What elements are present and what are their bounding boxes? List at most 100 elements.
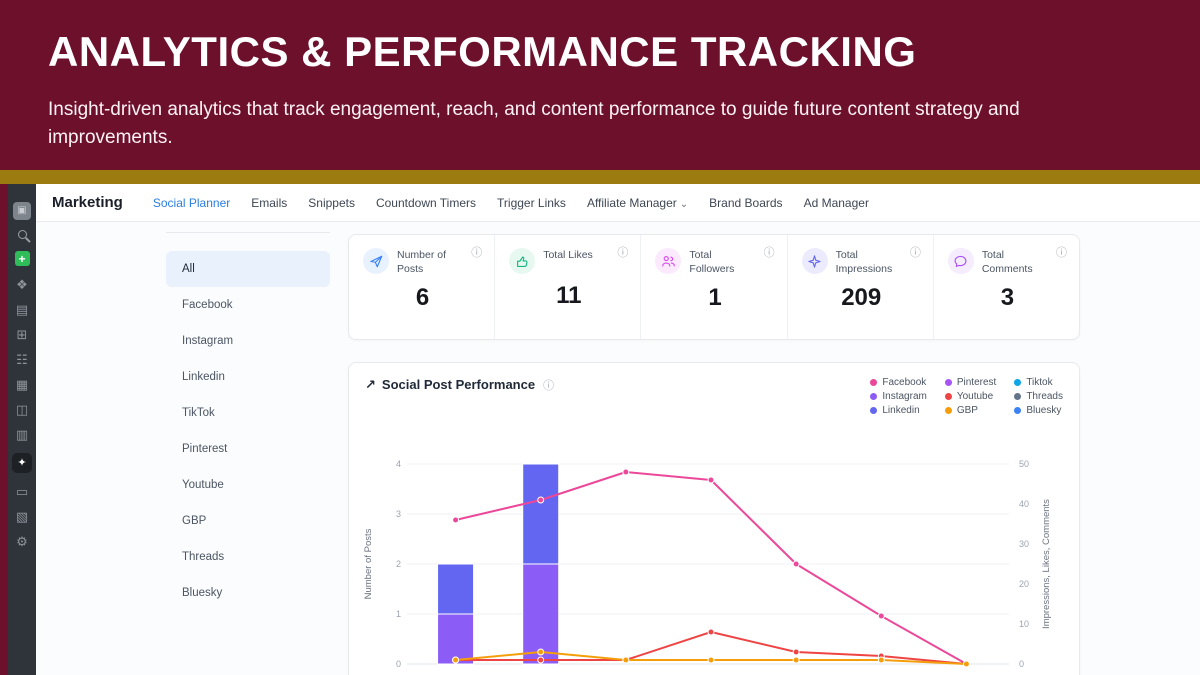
legend-label: Linkedin [882,405,920,416]
channel-item-threads[interactable]: Threads [166,539,330,575]
channel-label: Threads [182,551,225,563]
legend-dot [870,379,878,386]
chart-card: ↗ Social Post Performance ⓘ Facebook Inst… [348,362,1080,675]
channel-label: Instagram [182,335,234,347]
channel-label: Pinterest [182,443,228,455]
legend-label: Bluesky [1026,405,1062,416]
paper-plane-icon [363,248,389,274]
tab-affiliate-manager[interactable]: Affiliate Manager ⌄ [586,195,689,210]
svg-text:0: 0 [396,659,401,669]
chart-header: ↗ Social Post Performance ⓘ Facebook Inst… [349,363,1079,416]
sparkles-icon [801,248,828,274]
accent-divider-bar [0,170,1200,184]
apps-icon[interactable]: ▤ [15,302,29,317]
legend-item-gbp[interactable]: GBP [944,405,996,416]
svg-text:0: 0 [1019,659,1024,669]
legend-item-youtube[interactable]: Youtube [944,391,996,402]
legend-label: Pinterest [956,377,997,388]
conversations-icon[interactable]: ❖ [16,277,28,292]
info-icon[interactable]: ⓘ [909,247,921,259]
sites-icon[interactable]: ▭ [15,484,29,499]
channel-item-gbp[interactable]: GBP [166,503,330,539]
svg-text:30: 30 [1019,539,1029,549]
legend-item-pinterest[interactable]: Pinterest [944,377,997,388]
reporting-icon[interactable]: ▧ [15,509,29,524]
svg-text:20: 20 [1019,579,1029,589]
legend-item-threads[interactable]: Threads [1014,391,1063,402]
stat-value: 11 [556,282,582,309]
stat-label: Total Followers [689,249,735,275]
add-icon[interactable]: + [14,251,30,266]
channel-item-linkedin[interactable]: Linkedin [166,359,330,395]
legend-dot [944,407,952,414]
banner-subtitle: Insight-driven analytics that track enga… [48,99,1020,148]
thumb-up-icon [509,248,536,274]
channel-item-all[interactable]: All [166,251,330,287]
stat-value: 3 [1000,284,1015,312]
tab-emails[interactable]: Emails [251,195,288,210]
chevron-down-icon: ⌄ [679,198,689,210]
people-icon [655,248,682,274]
info-icon[interactable]: ⓘ [471,247,483,259]
channel-label: Linkedin [182,371,225,383]
channel-item-youtube[interactable]: Youtube [166,467,330,503]
legend-label: Youtube [956,391,994,402]
nav-tabs: Social Planner Emails Snippets Countdown Ti… [153,196,869,210]
tab-snippets[interactable]: Snippets [308,195,355,210]
info-icon[interactable]: ⓘ [617,247,629,259]
tab-brand-boards[interactable]: Brand Boards [709,195,783,210]
info-icon[interactable]: ⓘ [543,380,555,392]
stat-label: Number of Posts [397,249,447,275]
stat-total-followers: Total Followers ⓘ 1 [640,235,786,339]
stats-summary-card: Number of Posts ⓘ 6 Total Likes ⓘ 11 Total Fol… [348,234,1080,340]
info-icon[interactable]: ⓘ [763,247,775,259]
tab-countdown-timers[interactable]: Countdown Timers [375,195,477,210]
channel-item-pinterest[interactable]: Pinterest [166,431,330,467]
trend-up-icon: ↗ [365,377,376,392]
marketing-icon[interactable]: ◫ [15,402,29,417]
channel-item-facebook[interactable]: Facebook [166,287,330,323]
legend-label: Instagram [882,391,927,402]
svg-text:Number of Posts: Number of Posts [363,528,374,599]
payments-icon[interactable]: ▦ [15,377,29,392]
stat-total-likes: Total Likes ⓘ 11 [494,235,640,339]
stat-value: 6 [415,284,430,312]
channel-label: GBP [182,515,207,527]
automation-icon[interactable]: ▥ [15,427,29,442]
info-icon[interactable]: ⓘ [1056,247,1068,259]
legend-label: GBP [956,405,978,416]
legend-item-instagram[interactable]: Instagram [870,391,927,402]
tab-social-planner[interactable]: Social Planner [152,195,231,210]
legend-dot [944,393,952,400]
legend-label: Tiktok [1026,377,1053,388]
tab-ad-manager[interactable]: Ad Manager [803,195,869,210]
avatar-icon[interactable]: ▣ [13,202,31,220]
legend-dot [1014,393,1022,400]
channel-item-bluesky[interactable]: Bluesky [166,575,330,611]
stat-value: 1 [708,284,722,312]
ai-assistant-icon[interactable]: ✦ [12,453,32,473]
legend-item-facebook[interactable]: Facebook [870,377,926,388]
search-icon[interactable] [17,230,27,239]
legend-dot [1014,407,1022,414]
legend-item-bluesky[interactable]: Bluesky [1014,405,1063,416]
channel-item-tiktok[interactable]: TikTok [166,395,330,431]
calendar-icon[interactable]: ⊞ [16,327,28,342]
settings-icon[interactable]: ⚙ [16,534,28,549]
channel-label: Facebook [182,299,233,311]
contacts-icon[interactable]: ☷ [16,352,28,367]
channel-label: Youtube [182,479,224,491]
channel-filter-list: All Facebook Instagram Linkedin TikTok Pinter… [166,232,330,611]
legend-item-tiktok[interactable]: Tiktok [1014,377,1063,388]
svg-text:Impressions, Likes, Comments: Impressions, Likes, Comments [1041,499,1052,629]
legend-dot [944,379,952,386]
stat-value: 209 [841,284,882,312]
legend-item-linkedin[interactable]: Linkedin [870,405,926,416]
stat-total-impressions: Total Impressions ⓘ 209 [786,235,933,339]
channel-item-instagram[interactable]: Instagram [166,323,330,359]
app-top-nav: Marketing Social Planner Emails Snippets Co… [36,184,1200,222]
svg-text:1: 1 [396,609,401,619]
tab-trigger-links[interactable]: Trigger Links [497,195,566,210]
